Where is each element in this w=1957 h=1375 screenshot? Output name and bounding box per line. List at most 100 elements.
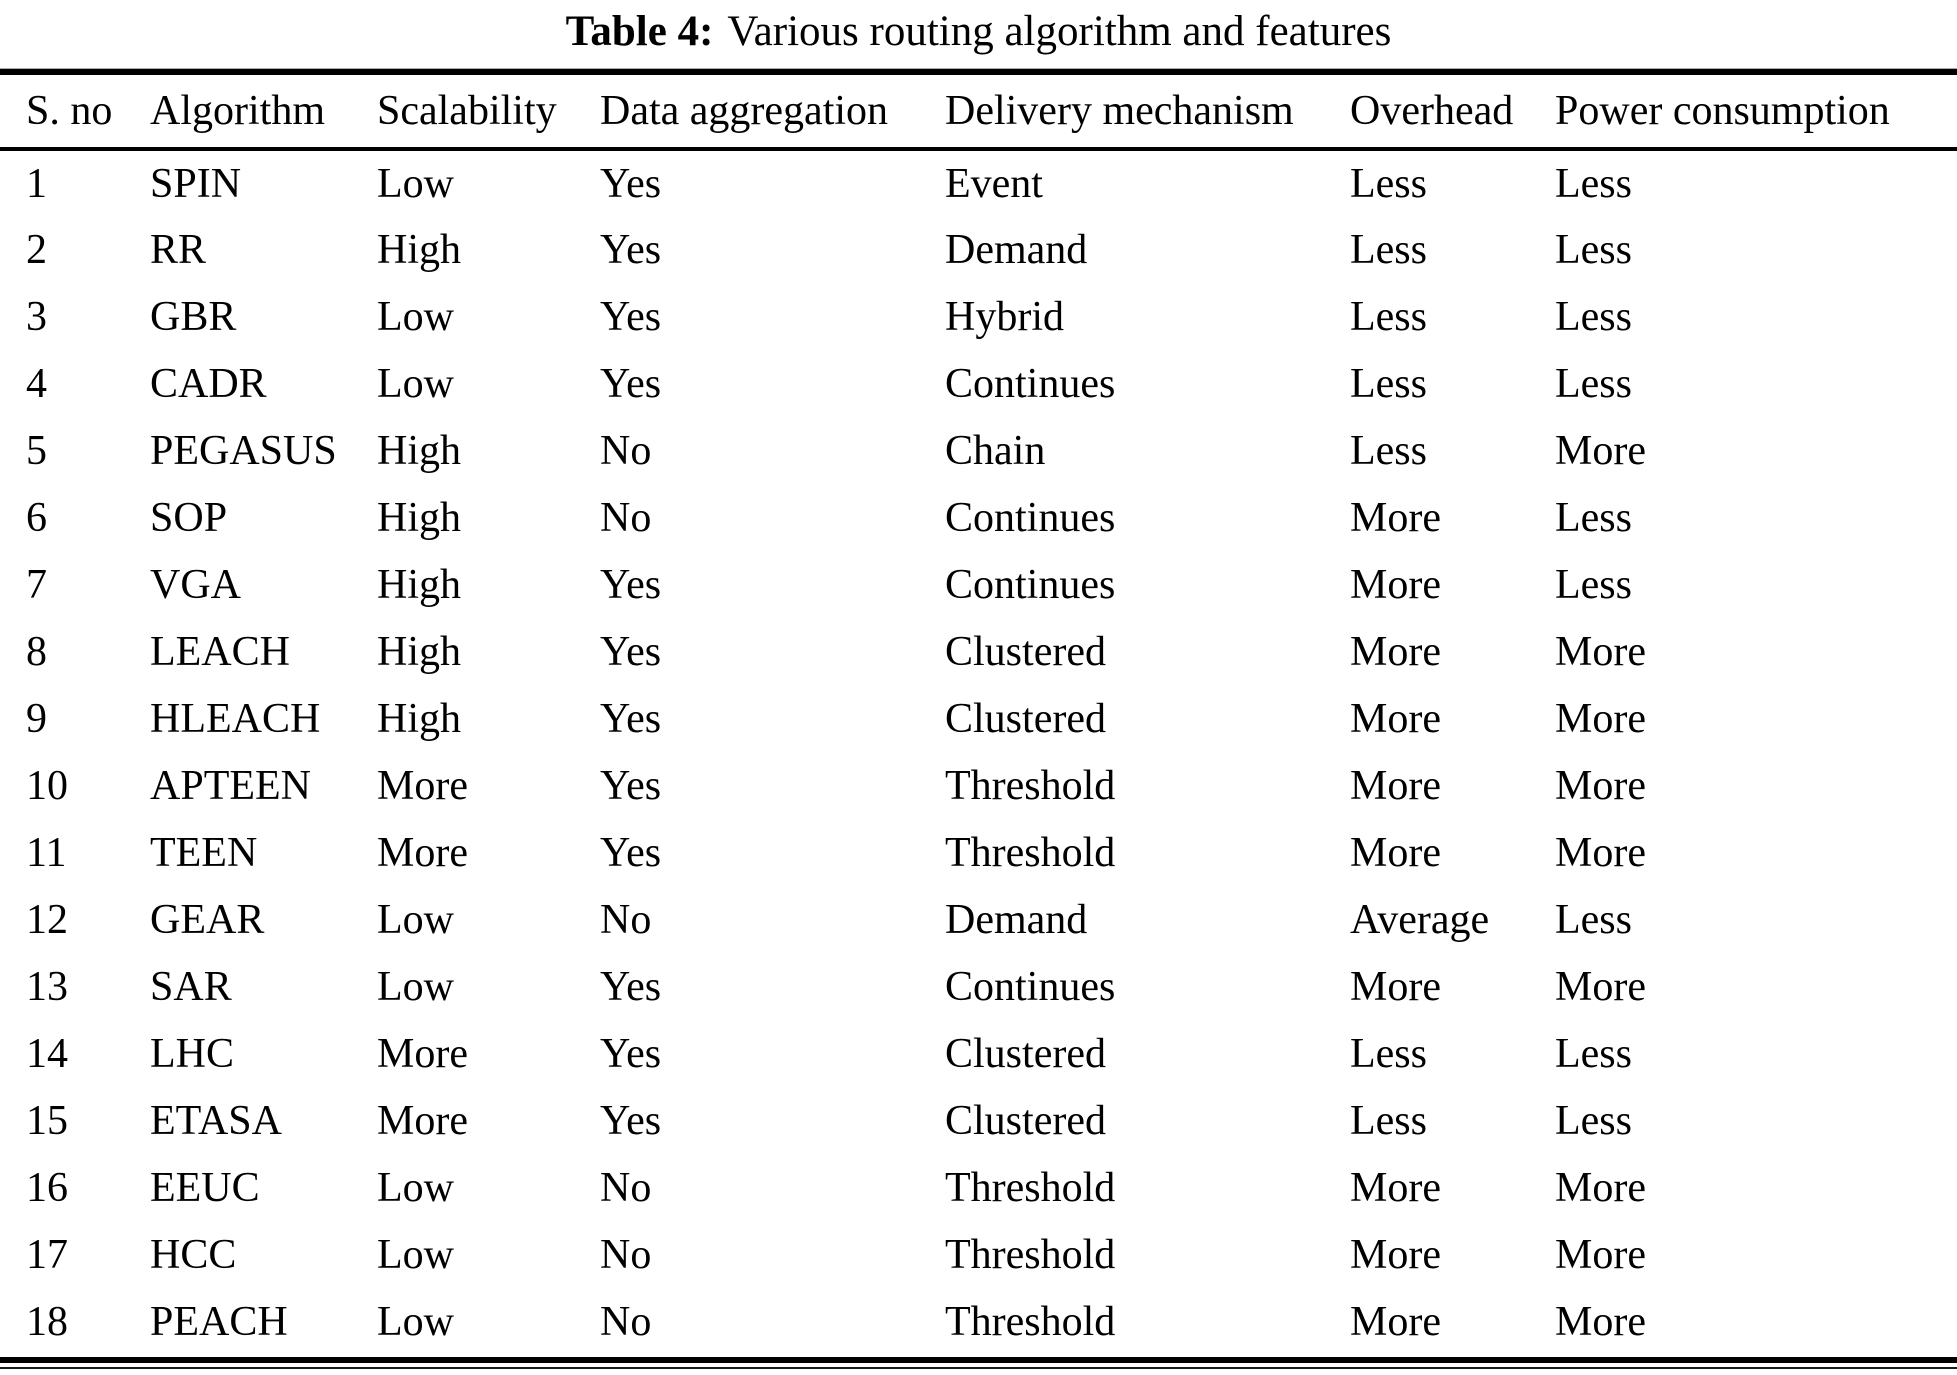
table-cell: Average — [1350, 896, 1490, 943]
table-cell: Threshold — [945, 762, 1116, 809]
table-cell: High — [377, 226, 461, 273]
table-cell: SOP — [150, 494, 228, 541]
table-row: 11 TEEN More Yes Threshold More More — [0, 819, 1957, 886]
table-cell: Threshold — [945, 1164, 1116, 1211]
table-cell: Clustered — [945, 628, 1106, 675]
table-row: 15 ETASA More Yes Clustered Less Less — [0, 1087, 1957, 1154]
table-cell: Yes — [600, 360, 662, 407]
table-cell: EEUC — [150, 1164, 260, 1211]
column-header: Data aggregation — [600, 88, 889, 134]
table-cell: GBR — [150, 293, 237, 340]
table-cell: 13 — [26, 963, 68, 1010]
table-cell: Threshold — [945, 829, 1116, 876]
table-top-rule — [0, 68, 1957, 69]
table-cell: PEGASUS — [150, 427, 337, 474]
table-cell: More — [1350, 829, 1441, 876]
table-cell: ETASA — [150, 1097, 282, 1144]
table-row: 3 GBR Low Yes Hybrid Less Less — [0, 283, 1957, 350]
table-cell: Hybrid — [945, 293, 1064, 340]
table-cell: Less — [1555, 494, 1632, 541]
table-cell: SPIN — [150, 160, 242, 207]
table-cell: High — [377, 628, 461, 675]
table-header-row: S. no Algorithm Scalability Data aggregatio… — [0, 72, 1957, 149]
table-row: 12 GEAR Low No Demand Average Less — [0, 886, 1957, 953]
table-cell: Less — [1555, 1097, 1632, 1144]
table-cell: 7 — [26, 561, 47, 608]
table-cell: Demand — [945, 226, 1088, 273]
table-cell: LEACH — [150, 628, 290, 675]
table-cell: More — [1350, 561, 1441, 608]
table-cell: GEAR — [150, 896, 265, 943]
table-cell: More — [1350, 1231, 1441, 1278]
table-cell: Yes — [600, 160, 662, 207]
table-cell: More — [377, 1097, 468, 1144]
table-cell: More — [377, 1030, 468, 1077]
table-cell: Less — [1350, 427, 1427, 474]
column-header: S. no — [26, 88, 113, 134]
table-bottom-rule-thin — [0, 1367, 1957, 1369]
table-cell: Low — [377, 963, 454, 1010]
table-cell: Low — [377, 360, 454, 407]
table-body: 1 SPIN Low Yes Event Less Less 2 RR High Yes Demand… — [0, 149, 1957, 1355]
table-cell: Less — [1555, 160, 1632, 207]
table-cell: No — [600, 1231, 652, 1278]
table-cell: Continues — [945, 963, 1116, 1010]
table-cell: SAR — [150, 963, 232, 1010]
table-cell: Less — [1350, 226, 1427, 273]
column-header: Algorithm — [150, 88, 325, 134]
table-row: 18 PEACH Low No Threshold More More — [0, 1288, 1957, 1355]
table-row: 14 LHC More Yes Clustered Less Less — [0, 1020, 1957, 1087]
table-header: S. no Algorithm Scalability Data aggregatio… — [0, 72, 1957, 149]
table-row: 6 SOP High No Continues More Less — [0, 484, 1957, 551]
table-cell: LHC — [150, 1030, 234, 1077]
table-cell: Less — [1350, 360, 1427, 407]
table-cell: More — [1350, 628, 1441, 675]
table-cell: More — [1555, 1298, 1646, 1345]
table-caption-text: Various routing algorithm and features — [727, 8, 1392, 55]
table-cell: Threshold — [945, 1298, 1116, 1345]
table-cell: 11 — [26, 829, 67, 876]
table-cell: High — [377, 427, 461, 474]
table-cell: 9 — [26, 695, 47, 742]
table-cell: More — [1555, 829, 1646, 876]
table-cell: Low — [377, 293, 454, 340]
table-row: 17 HCC Low No Threshold More More — [0, 1221, 1957, 1288]
table-cell: 14 — [26, 1030, 68, 1077]
table-cell: Yes — [600, 963, 662, 1010]
table-cell: Less — [1555, 360, 1632, 407]
table-cell: Yes — [600, 1030, 662, 1077]
table-row: 16 EEUC Low No Threshold More More — [0, 1154, 1957, 1221]
table-cell: 17 — [26, 1231, 68, 1278]
table-cell: 1 — [26, 160, 47, 207]
table-cell: 12 — [26, 896, 68, 943]
table-cell: Yes — [600, 695, 662, 742]
table-cell: Low — [377, 1231, 454, 1278]
table-cell: TEEN — [150, 829, 258, 876]
table-cell: More — [1350, 762, 1441, 809]
table-cell: Yes — [600, 1097, 662, 1144]
table-cell: More — [1555, 427, 1646, 474]
table-cell: PEACH — [150, 1298, 288, 1345]
table-cell: Threshold — [945, 1231, 1116, 1278]
table-cell: Yes — [600, 762, 662, 809]
table-row: 2 RR High Yes Demand Less Less — [0, 216, 1957, 283]
table-cell: High — [377, 695, 461, 742]
table-cell: Continues — [945, 494, 1116, 541]
table-cell: 15 — [26, 1097, 68, 1144]
table-cell: 8 — [26, 628, 47, 675]
table-cell: HLEACH — [150, 695, 321, 742]
table-cell: Less — [1555, 226, 1632, 273]
table-cell: More — [377, 829, 468, 876]
column-header: Overhead — [1350, 88, 1514, 134]
table-cell: Less — [1350, 293, 1427, 340]
table-row: 13 SAR Low Yes Continues More More — [0, 953, 1957, 1020]
table-cell: 16 — [26, 1164, 68, 1211]
table-cell: More — [1350, 1164, 1441, 1211]
table-cell: Less — [1555, 561, 1632, 608]
table-cell: Less — [1350, 160, 1427, 207]
table-cell: High — [377, 494, 461, 541]
table-cell: More — [1350, 963, 1441, 1010]
table-cell: Yes — [600, 561, 662, 608]
table-cell: VGA — [150, 561, 241, 608]
